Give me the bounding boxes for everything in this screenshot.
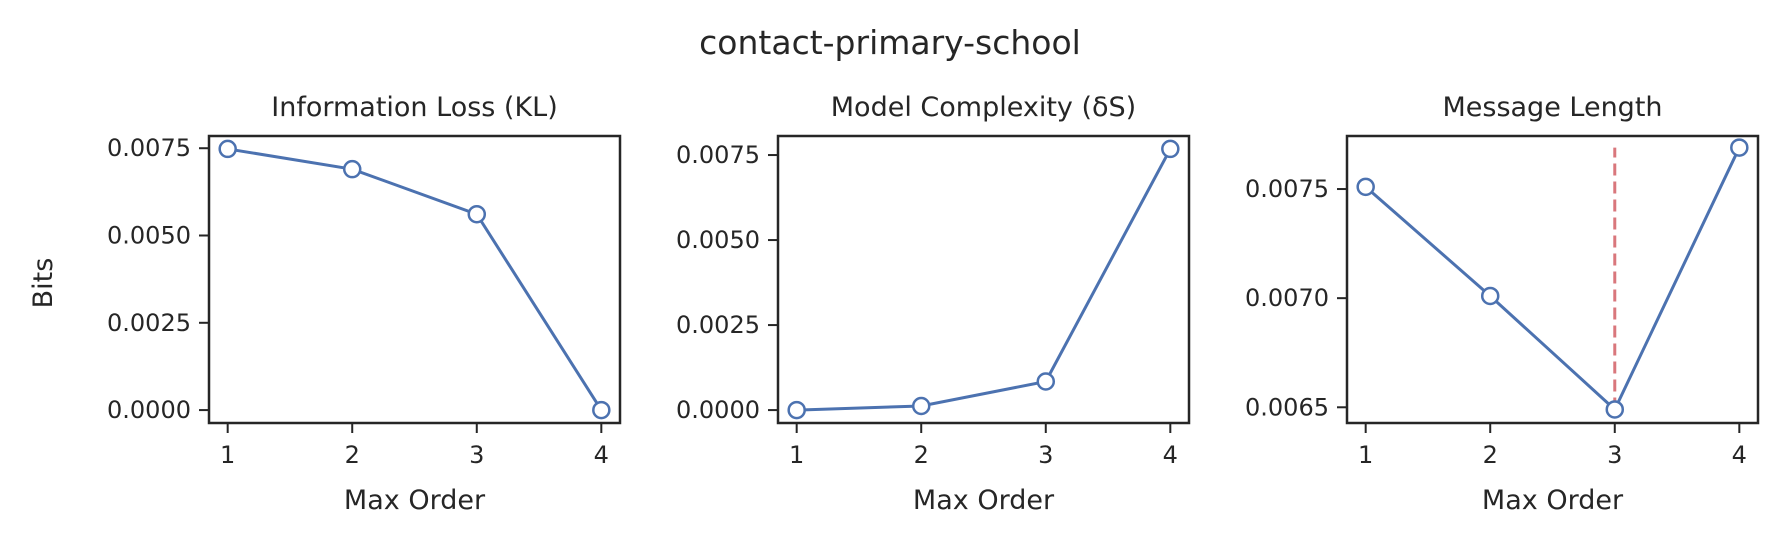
data-point: [1605, 400, 1625, 419]
data-point: [592, 400, 611, 420]
data-point: [1036, 372, 1056, 391]
x-tick-label: 2: [1483, 441, 1498, 469]
data-point: [1480, 286, 1500, 306]
panel-title: Information Loss (KL): [271, 92, 558, 123]
series-line: [796, 148, 1172, 412]
x-tick-label: 2: [914, 441, 929, 469]
y-tick-label: 0.0070: [1245, 284, 1329, 312]
data-point: [1161, 139, 1180, 159]
y-tick-label: 0.0025: [676, 311, 760, 339]
y-tick-label: 0.0025: [107, 309, 191, 337]
panel-2: Model Complexity (δS) 1 2 3 4 0.0000 0.0025 0.0…: [676, 92, 1191, 516]
x-tick-label: 1: [220, 441, 235, 469]
y-tick-label: 0.0000: [676, 396, 760, 424]
panels: Information Loss (KL) 1 2 3 4 0.0000 0.0025 0.0…: [107, 92, 1760, 516]
data-point: [1356, 177, 1375, 197]
series-line: [1364, 146, 1741, 412]
y-tick-label: 0.0075: [676, 141, 760, 169]
x-tick-label: 1: [789, 441, 804, 469]
x-tick-label: 2: [345, 441, 360, 469]
x-axis-label: Max Order: [1482, 485, 1624, 516]
data-point: [218, 139, 237, 159]
x-axis-label: Max Order: [913, 485, 1055, 516]
x-axis-label: Max Order: [344, 485, 486, 516]
data-point: [911, 396, 931, 416]
x-tick-label: 4: [1163, 441, 1178, 469]
series-line: [227, 147, 603, 411]
y-tick-label: 0.0000: [107, 396, 191, 424]
y-tick-label: 0.0050: [107, 222, 191, 250]
y-tick-label: 0.0075: [107, 134, 191, 162]
y-tick-label: 0.0075: [1245, 175, 1329, 203]
x-tick-label: 3: [1038, 441, 1053, 469]
panel-title: Message Length: [1442, 92, 1662, 123]
y-tick-label: 0.0050: [676, 226, 760, 254]
axes-frame: [1345, 134, 1760, 425]
panel-title: Model Complexity (δS): [831, 92, 1136, 123]
data-point: [1730, 138, 1749, 157]
x-tick-label: 4: [1732, 441, 1747, 469]
axes-frame: [207, 134, 622, 425]
data-point: [342, 159, 362, 179]
panel-3: Message Length 1 2 3 4 0.0065 0.0070 0.0075 Max …: [1245, 92, 1760, 516]
x-tick-label: 1: [1358, 441, 1373, 469]
data-point: [467, 204, 487, 224]
data-point: [787, 400, 806, 420]
figure-ylabel: Bits: [28, 258, 59, 309]
y-tick-label: 0.0065: [1245, 393, 1329, 421]
x-tick-label: 4: [594, 441, 609, 469]
figure-suptitle: contact-primary-school: [699, 23, 1081, 62]
x-tick-label: 3: [469, 441, 484, 469]
panel-1: Information Loss (KL) 1 2 3 4 0.0000 0.0025 0.0…: [107, 92, 622, 516]
axes-frame: [776, 134, 1191, 425]
x-tick-label: 3: [1607, 441, 1622, 469]
